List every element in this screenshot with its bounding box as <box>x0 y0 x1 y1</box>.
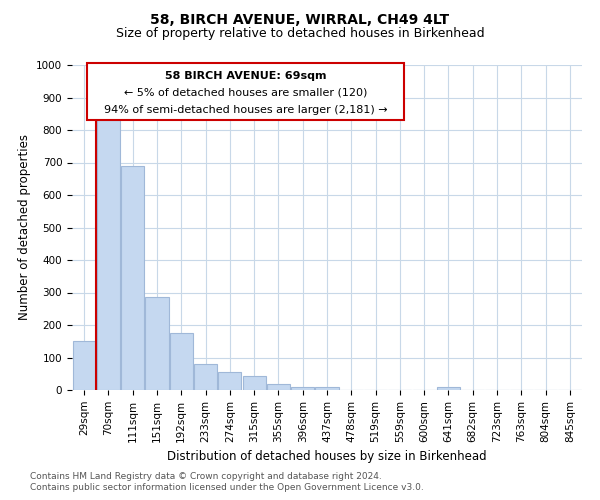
Bar <box>121 166 144 390</box>
X-axis label: Distribution of detached houses by size in Birkenhead: Distribution of detached houses by size … <box>167 450 487 463</box>
Bar <box>73 341 95 390</box>
Text: Contains public sector information licensed under the Open Government Licence v3: Contains public sector information licen… <box>30 484 424 492</box>
Bar <box>267 384 290 390</box>
FancyBboxPatch shape <box>88 64 404 120</box>
Text: 94% of semi-detached houses are larger (2,181) →: 94% of semi-detached houses are larger (… <box>104 105 387 115</box>
Bar <box>218 372 241 390</box>
Text: ← 5% of detached houses are smaller (120): ← 5% of detached houses are smaller (120… <box>124 88 367 98</box>
Y-axis label: Number of detached properties: Number of detached properties <box>17 134 31 320</box>
Bar <box>437 387 460 390</box>
Text: Size of property relative to detached houses in Birkenhead: Size of property relative to detached ho… <box>116 28 484 40</box>
Bar <box>291 387 314 390</box>
Text: Contains HM Land Registry data © Crown copyright and database right 2024.: Contains HM Land Registry data © Crown c… <box>30 472 382 481</box>
Bar <box>194 364 217 390</box>
Bar <box>170 333 193 390</box>
Text: 58 BIRCH AVENUE: 69sqm: 58 BIRCH AVENUE: 69sqm <box>164 71 326 81</box>
Bar <box>316 388 338 390</box>
Bar <box>242 376 266 390</box>
Text: 58, BIRCH AVENUE, WIRRAL, CH49 4LT: 58, BIRCH AVENUE, WIRRAL, CH49 4LT <box>151 12 449 26</box>
Bar <box>145 298 169 390</box>
Bar <box>97 120 120 390</box>
